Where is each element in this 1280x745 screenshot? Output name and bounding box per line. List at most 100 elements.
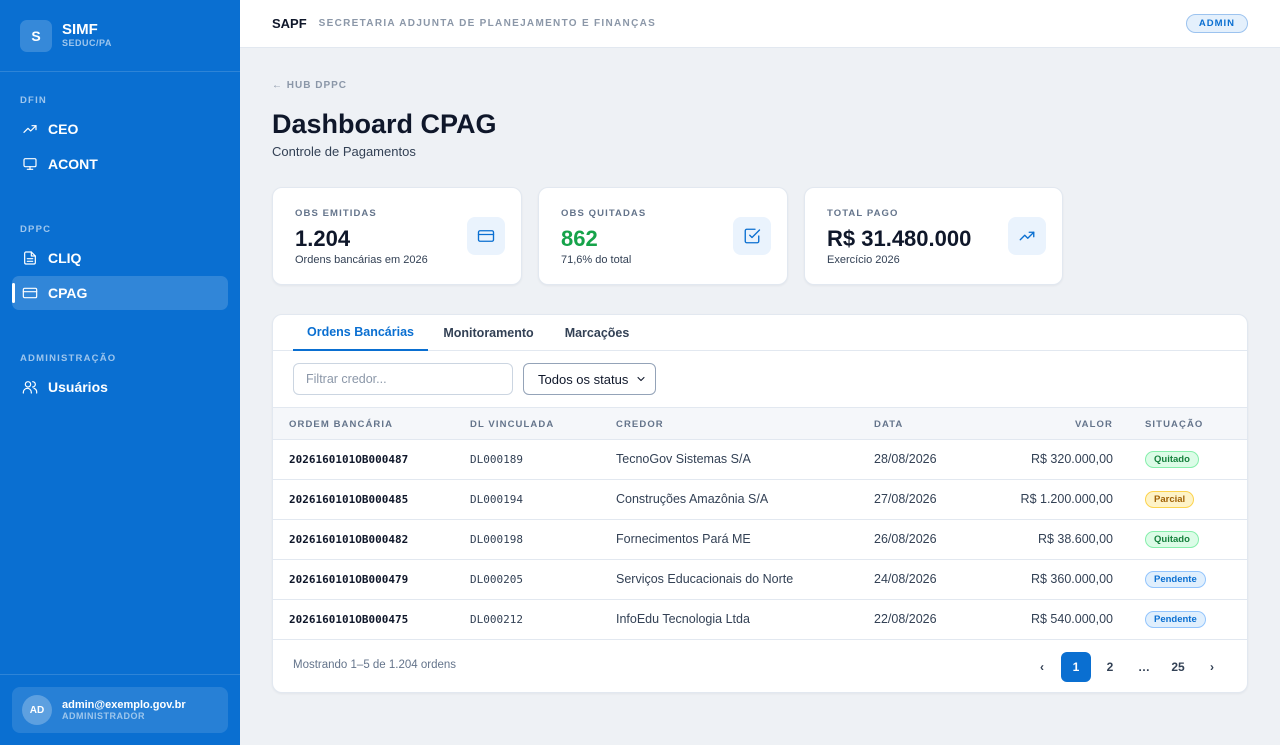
check-square-icon — [733, 217, 771, 255]
column-header-data: DATA — [874, 419, 904, 430]
column-header-credor: CREDOR — [616, 419, 664, 430]
cell-valor: R$ 360.000,00 — [1030, 572, 1113, 586]
kpi-value: 862 — [561, 226, 598, 251]
cell-ordem-bancaria: 2026160101OB000485 — [289, 493, 409, 506]
tab-monitoramento[interactable]: Monitoramento — [443, 326, 534, 340]
sidebar-item-label: CLIQ — [48, 250, 82, 266]
cell-ordem-bancaria: 2026160101OB000479 — [289, 573, 409, 586]
section-label-administracao: ADMINISTRAÇÃO — [20, 353, 117, 364]
table-row[interactable]: 2026160101OB000485 DL000194 Construções Am… — [273, 480, 1247, 520]
cell-ordem-bancaria: 2026160101OB000475 — [289, 613, 409, 626]
chevron-down-icon — [635, 373, 647, 385]
status-select[interactable]: Todos os status — [523, 363, 656, 395]
table-header: ORDEM BANCÁRIA DL VINCULADA CREDOR DATA … — [273, 407, 1247, 440]
cell-ordem-bancaria: 2026160101OB000487 — [289, 453, 409, 466]
cell-valor: R$ 38.600,00 — [1037, 532, 1113, 546]
section-label-dppc: DPPC — [20, 224, 52, 235]
orders-panel: Ordens Bancárias Monitoramento Marcações… — [272, 314, 1248, 693]
kpi-card-obs-quitadas: OBS QUITADAS 862 71,6% do total — [538, 187, 788, 285]
cell-dl-vinculada: DL000205 — [470, 573, 523, 586]
users-icon — [22, 379, 38, 395]
sidebar-item-cpag[interactable]: CPAG — [12, 276, 228, 310]
sidebar-footer: AD admin@exemplo.gov.br ADMINISTRADOR — [0, 674, 240, 745]
tab-ordens-bancarias[interactable]: Ordens Bancárias — [293, 315, 428, 351]
status-badge: Parcial — [1145, 491, 1195, 508]
role-badge: ADMIN — [1185, 14, 1248, 33]
table-row[interactable]: 2026160101OB000487 DL000189 TecnoGov Siste… — [273, 440, 1247, 480]
sidebar-item-label: CEO — [48, 121, 79, 137]
table-row[interactable]: 2026160101OB000475 DL000212 InfoEdu Tecnol… — [273, 600, 1247, 640]
section-label-dfin: DFIN — [20, 95, 47, 106]
kpi-card-total-pago: TOTAL PAGO R$ 31.480.000 Exercício 2026 — [804, 187, 1063, 285]
pagination-page-25[interactable]: 25 — [1171, 660, 1185, 674]
cell-data: 26/08/2026 — [874, 532, 937, 546]
monitor-icon — [22, 156, 38, 172]
cell-credor: Serviços Educacionais do Norte — [616, 572, 794, 586]
kpi-note: Exercício 2026 — [827, 254, 900, 266]
app-subtitle: SECRETARIA ADJUNTA DE PLANEJAMENTO E FIN… — [318, 18, 657, 29]
tab-marcacoes[interactable]: Marcações — [564, 326, 630, 340]
creditor-filter-input[interactable] — [293, 363, 513, 395]
pagination-ellipsis: … — [1138, 660, 1150, 674]
cell-valor: R$ 320.000,00 — [1030, 452, 1113, 466]
kpi-label: OBS QUITADAS — [561, 208, 647, 219]
sidebar-item-ceo[interactable]: CEO — [12, 112, 228, 146]
page-subtitle: Controle de Pagamentos — [272, 144, 416, 159]
pagination-prev-button[interactable]: ‹ — [1040, 660, 1044, 674]
user-role: ADMINISTRADOR — [62, 710, 145, 721]
pagination-next-button[interactable]: › — [1210, 660, 1214, 674]
kpi-value: R$ 31.480.000 — [827, 226, 972, 251]
brand-subtitle: SEDUC/PA — [62, 38, 112, 48]
sidebar-item-label: ACONT — [48, 156, 98, 172]
pagination-page-2[interactable]: 2 — [1106, 660, 1114, 674]
cell-dl-vinculada: DL000194 — [470, 493, 523, 506]
status-select-value: Todos os status — [538, 371, 629, 387]
cell-data: 24/08/2026 — [874, 572, 937, 586]
status-badge: Quitado — [1145, 451, 1199, 468]
kpi-label: OBS EMITIDAS — [295, 208, 377, 219]
status-badge: Quitado — [1145, 531, 1199, 548]
pagination-summary: Mostrando 1–5 de 1.204 ordens — [293, 659, 457, 671]
sidebar-item-cliq[interactable]: CLIQ — [12, 241, 228, 275]
app-title: SAPF — [272, 16, 307, 31]
sidebar-item-label: CPAG — [48, 285, 88, 301]
table-row[interactable]: 2026160101OB000482 DL000198 Fornecimentos … — [273, 520, 1247, 560]
cell-credor: TecnoGov Sistemas S/A — [616, 452, 751, 466]
table-row[interactable]: 2026160101OB000479 DL000205 Serviços Educa… — [273, 560, 1247, 600]
sidebar: S SIMF SEDUC/PA DFIN CEO ACONT DPPC CLIQ… — [0, 0, 240, 745]
page-title: Dashboard CPAG — [272, 109, 497, 139]
back-link[interactable]: ← HUB DPPC — [272, 80, 348, 91]
sidebar-item-acont[interactable]: ACONT — [12, 147, 228, 181]
tab-bar: Ordens Bancárias Monitoramento Marcações — [273, 315, 1247, 351]
document-icon — [22, 250, 38, 266]
status-badge: Pendente — [1145, 571, 1206, 588]
column-header-dl-vinculada: DL VINCULADA — [470, 419, 555, 430]
brand: S SIMF SEDUC/PA — [0, 0, 240, 72]
table-body: 2026160101OB000487 DL000189 TecnoGov Siste… — [273, 440, 1247, 640]
kpi-label: TOTAL PAGO — [827, 208, 899, 219]
top-bar: SAPF SECRETARIA ADJUNTA DE PLANEJAMENTO … — [240, 0, 1280, 48]
cell-data: 22/08/2026 — [874, 612, 937, 626]
kpi-note: 71,6% do total — [561, 254, 632, 266]
brand-logo: S — [20, 19, 52, 52]
kpi-card-obs-emitidas: OBS EMITIDAS 1.204 Ordens bancárias em 2… — [272, 187, 522, 285]
kpi-value: 1.204 — [295, 226, 351, 251]
cell-valor: R$ 1.200.000,00 — [1020, 492, 1113, 506]
sidebar-item-usuarios[interactable]: Usuários — [12, 370, 228, 404]
orders-table: ORDEM BANCÁRIA DL VINCULADA CREDOR DATA … — [273, 407, 1247, 640]
cell-dl-vinculada: DL000198 — [470, 533, 523, 546]
status-badge: Pendente — [1145, 611, 1206, 628]
cell-dl-vinculada: DL000189 — [470, 453, 523, 466]
trending-up-icon — [1008, 217, 1046, 255]
kpi-note: Ordens bancárias em 2026 — [295, 254, 428, 266]
avatar: AD — [22, 695, 52, 725]
user-card[interactable]: AD admin@exemplo.gov.br ADMINISTRADOR — [12, 687, 228, 733]
column-header-ordem-bancaria: ORDEM BANCÁRIA — [289, 419, 394, 430]
column-header-situacao: SITUAÇÃO — [1145, 419, 1204, 430]
pagination-page-1[interactable]: 1 — [1061, 652, 1091, 682]
cell-credor: InfoEdu Tecnologia Ltda — [616, 612, 750, 626]
cell-data: 28/08/2026 — [874, 452, 937, 466]
sidebar-item-label: Usuários — [48, 379, 108, 395]
cell-credor: Fornecimentos Pará ME — [616, 532, 751, 546]
cell-valor: R$ 540.000,00 — [1030, 612, 1113, 626]
